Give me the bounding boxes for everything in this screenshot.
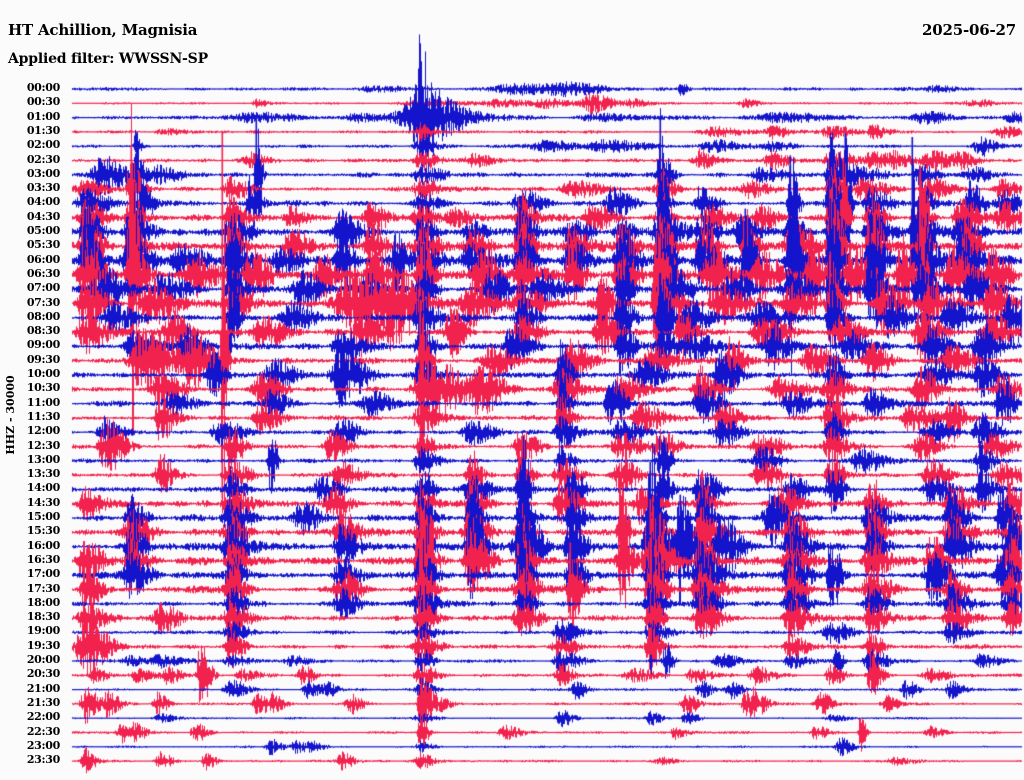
time-label: 17:00: [26, 567, 60, 581]
time-label: 14:30: [26, 495, 60, 509]
time-label: 02:00: [26, 138, 60, 152]
filter-label: Applied filter: WWSSN-SP: [8, 51, 208, 67]
time-label: 18:30: [26, 610, 60, 624]
time-label: 16:00: [26, 538, 60, 552]
time-label: 13:30: [26, 467, 60, 481]
time-label: 13:00: [26, 452, 60, 466]
time-label: 23:30: [26, 753, 60, 767]
time-label: 06:00: [26, 252, 60, 266]
time-label: 05:00: [26, 224, 60, 237]
time-label: 07:00: [26, 281, 60, 295]
time-label: 10:30: [26, 381, 60, 395]
time-label: 12:00: [26, 424, 60, 438]
time-label: 00:30: [26, 95, 60, 109]
time-label: 15:00: [26, 510, 60, 523]
time-label: 23:00: [26, 738, 60, 752]
time-label: 11:30: [26, 409, 60, 423]
station-title: HT Achillion, Magnisia: [8, 21, 198, 39]
time-label: 21:30: [26, 695, 60, 709]
time-label: 20:30: [26, 667, 60, 681]
time-label: 03:30: [26, 181, 60, 195]
time-label: 04:00: [26, 195, 60, 209]
time-label: 09:30: [26, 352, 60, 366]
time-label: 18:00: [26, 595, 60, 609]
time-label: 06:30: [26, 266, 60, 280]
time-label: 16:30: [26, 552, 60, 566]
time-label: 08:30: [26, 324, 60, 338]
time-label: 01:00: [26, 109, 60, 123]
time-label: 15:30: [26, 524, 60, 538]
record-date: 2025-06-27: [922, 21, 1016, 39]
time-label: 03:00: [26, 166, 60, 180]
time-label: 10:00: [26, 367, 60, 380]
time-label: 02:30: [26, 152, 60, 166]
time-label: 09:00: [26, 338, 60, 352]
time-label: 04:30: [26, 209, 60, 223]
time-label: 14:00: [26, 481, 60, 495]
time-label: 07:30: [26, 295, 60, 309]
time-label: 19:00: [26, 624, 60, 638]
time-label: 22:00: [26, 710, 60, 724]
time-label: 12:30: [26, 438, 60, 452]
time-label: 21:00: [26, 681, 60, 695]
time-label: 08:00: [26, 309, 60, 323]
time-label: 17:30: [26, 581, 60, 595]
time-label: 20:00: [26, 653, 60, 666]
time-label: 22:30: [26, 724, 60, 738]
time-label: 00:00: [26, 81, 60, 94]
time-label: 01:30: [26, 123, 60, 137]
time-label: 11:00: [26, 395, 60, 409]
time-label: 05:30: [26, 238, 60, 252]
time-label: 19:30: [26, 638, 60, 652]
